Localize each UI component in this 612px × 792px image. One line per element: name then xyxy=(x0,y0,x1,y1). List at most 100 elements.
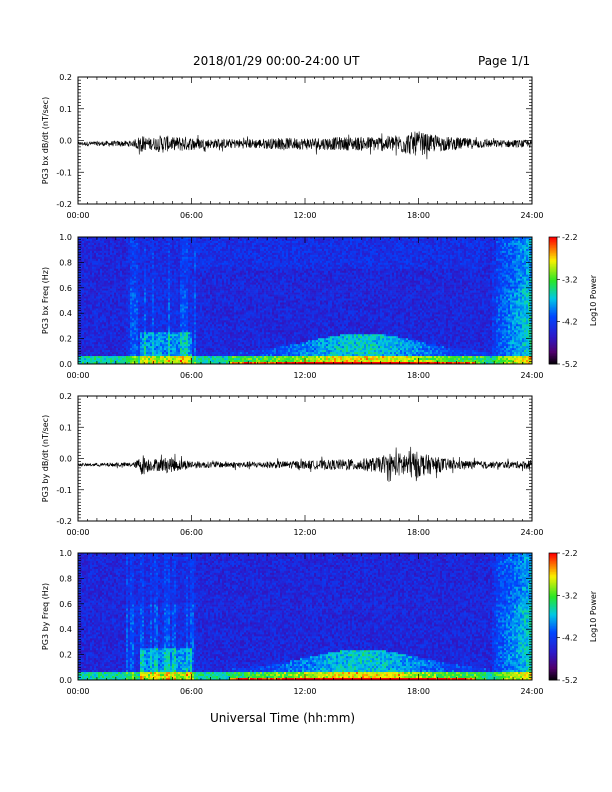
heatmap-cell xyxy=(188,358,191,361)
heatmap-cell xyxy=(90,290,93,293)
heatmap-cell xyxy=(198,336,201,339)
heatmap-cell xyxy=(100,288,103,291)
heatmap-cell xyxy=(192,310,195,313)
heatmap-cell xyxy=(78,252,81,256)
heatmap-cell xyxy=(162,312,165,315)
heatmap-cell xyxy=(104,280,107,283)
heatmap-cell xyxy=(108,290,111,293)
heatmap-cell xyxy=(192,330,195,333)
heatmap-cell xyxy=(170,302,173,305)
heatmap-cell xyxy=(174,314,177,317)
heatmap-cell xyxy=(182,240,185,244)
heatmap-cell xyxy=(192,248,195,252)
heatmap-cell xyxy=(200,298,203,301)
heatmap-cell xyxy=(84,270,87,274)
heatmap-cell xyxy=(136,312,139,315)
heatmap-cell xyxy=(204,328,207,331)
heatmap-cell xyxy=(102,252,105,256)
heatmap-cell xyxy=(186,332,189,335)
heatmap-cell xyxy=(182,314,185,317)
heatmap-cell xyxy=(82,276,85,280)
heatmap-cell xyxy=(126,254,129,258)
heatmap-cell xyxy=(158,326,161,329)
heatmap-cell xyxy=(92,306,95,309)
heatmap-cell xyxy=(146,334,149,337)
heatmap-cell xyxy=(86,310,89,313)
heatmap-cell xyxy=(144,348,147,351)
heatmap-cell xyxy=(94,340,97,343)
heatmap-cell xyxy=(194,280,197,283)
heatmap-cell xyxy=(154,238,157,242)
heatmap-cell xyxy=(182,322,185,325)
heatmap-cell xyxy=(152,280,155,283)
heatmap-cell xyxy=(200,240,203,244)
heatmap-cell xyxy=(212,308,215,311)
heatmap-cell xyxy=(110,308,113,311)
heatmap-cell xyxy=(206,318,209,321)
heatmap-cell xyxy=(148,354,151,357)
heatmap-cell xyxy=(164,362,167,365)
heatmap-cell xyxy=(106,338,109,341)
heatmap-cell xyxy=(182,334,185,337)
heatmap-cell xyxy=(144,256,147,260)
heatmap-cell xyxy=(188,260,191,264)
heatmap-cell xyxy=(146,350,149,353)
heatmap-cell xyxy=(104,270,107,274)
heatmap-cell xyxy=(150,237,153,240)
heatmap-cell xyxy=(198,292,201,295)
heatmap-cell xyxy=(206,282,209,285)
heatmap-cell xyxy=(142,318,145,321)
heatmap-cell xyxy=(138,266,141,270)
heatmap-cell xyxy=(166,294,169,297)
heatmap-cell xyxy=(168,350,171,353)
heatmap-cell xyxy=(132,306,135,309)
heatmap-cell xyxy=(152,264,155,268)
heatmap-cell xyxy=(112,250,115,254)
heatmap-cell xyxy=(84,268,87,272)
heatmap-cell xyxy=(178,316,181,319)
heatmap-cell xyxy=(118,332,121,335)
heatmap-cell xyxy=(190,338,193,341)
heatmap-cell xyxy=(118,360,121,363)
heatmap-cell xyxy=(158,294,161,297)
heatmap-cell xyxy=(116,308,119,311)
heatmap-cell xyxy=(154,310,157,313)
heatmap-cell xyxy=(202,316,205,319)
heatmap-cell xyxy=(102,238,105,242)
heatmap-cell xyxy=(124,308,127,311)
heatmap-cell xyxy=(106,324,109,327)
heatmap-cell xyxy=(130,360,133,363)
heatmap-cell xyxy=(202,334,205,337)
heatmap-cell xyxy=(132,294,135,297)
heatmap-cell xyxy=(114,274,117,278)
heatmap-cell xyxy=(216,324,219,327)
heatmap-cell xyxy=(154,254,157,258)
heatmap-cell xyxy=(192,318,195,321)
heatmap-cell xyxy=(86,242,89,246)
heatmap-cell xyxy=(190,280,193,283)
heatmap-cell xyxy=(140,294,143,297)
heatmap-cell xyxy=(190,344,193,347)
heatmap-cell xyxy=(96,358,99,361)
heatmap-cell xyxy=(168,332,171,335)
heatmap-cell xyxy=(118,358,121,361)
heatmap-cell xyxy=(146,242,149,246)
heatmap-cell xyxy=(166,288,169,291)
heatmap-cell xyxy=(224,274,227,278)
heatmap-cell xyxy=(160,352,163,355)
heatmap-cell xyxy=(126,240,129,244)
heatmap-cell xyxy=(144,328,147,331)
heatmap-cell xyxy=(148,298,151,301)
heatmap-cell xyxy=(186,300,189,303)
heatmap-cell xyxy=(174,320,177,323)
heatmap-cell xyxy=(154,266,157,270)
heatmap-cell xyxy=(114,284,117,287)
heatmap-cell xyxy=(124,288,127,291)
heatmap-cell xyxy=(118,306,121,309)
heatmap-cell xyxy=(202,318,205,321)
heatmap-cell xyxy=(96,298,99,301)
heatmap-cell xyxy=(188,310,191,313)
heatmap-cell xyxy=(198,298,201,301)
heatmap-cell xyxy=(154,264,157,268)
heatmap-cell xyxy=(190,262,193,266)
